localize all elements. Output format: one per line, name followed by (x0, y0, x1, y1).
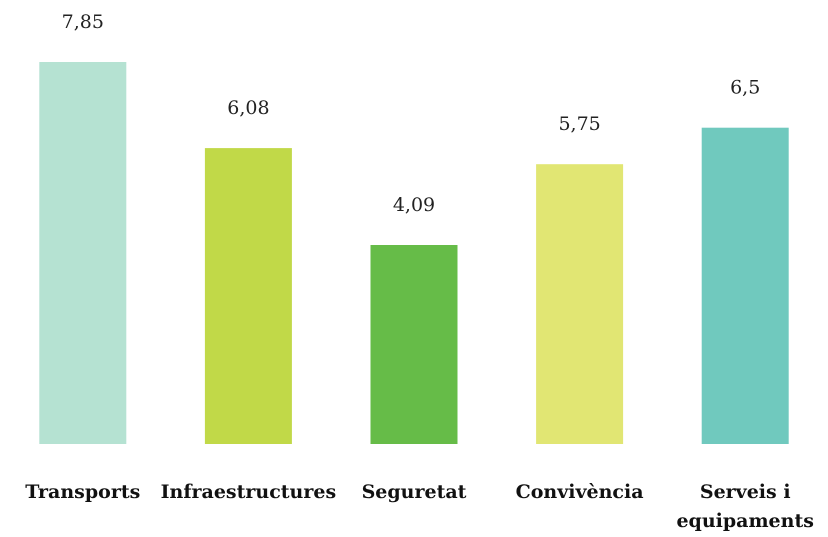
category-label-infraestructures: Infraestructures (161, 481, 337, 503)
value-label-transports: 7,85 (62, 11, 104, 33)
value-label-serveis-i-equipaments: 6,5 (730, 77, 760, 99)
bar-infraestructures (204, 148, 292, 444)
category-label-seguretat: Seguretat (362, 481, 467, 503)
value-labels-group: 7,85 6,08 4,09 5,75 6,5 (62, 11, 761, 216)
bars-group (39, 62, 789, 444)
bar-seguretat (370, 245, 458, 444)
category-label-serveis-i-equipaments-line-2: equipaments (676, 510, 813, 532)
bar-convivencia (536, 164, 624, 444)
category-label-serveis-i-equipaments-line-1: Serveis i (700, 481, 791, 503)
value-label-infraestructures: 6,08 (227, 97, 269, 119)
value-label-convivencia: 5,75 (558, 113, 600, 135)
category-label-convivencia: Convivència (516, 481, 644, 503)
value-label-seguretat: 4,09 (393, 194, 435, 216)
category-labels-group: Transports Infraestructures Seguretat Convi… (25, 481, 814, 532)
bar-transports (39, 62, 127, 444)
category-label-transports: Transports (25, 481, 140, 503)
bar-serveis-i-equipaments (701, 127, 789, 444)
